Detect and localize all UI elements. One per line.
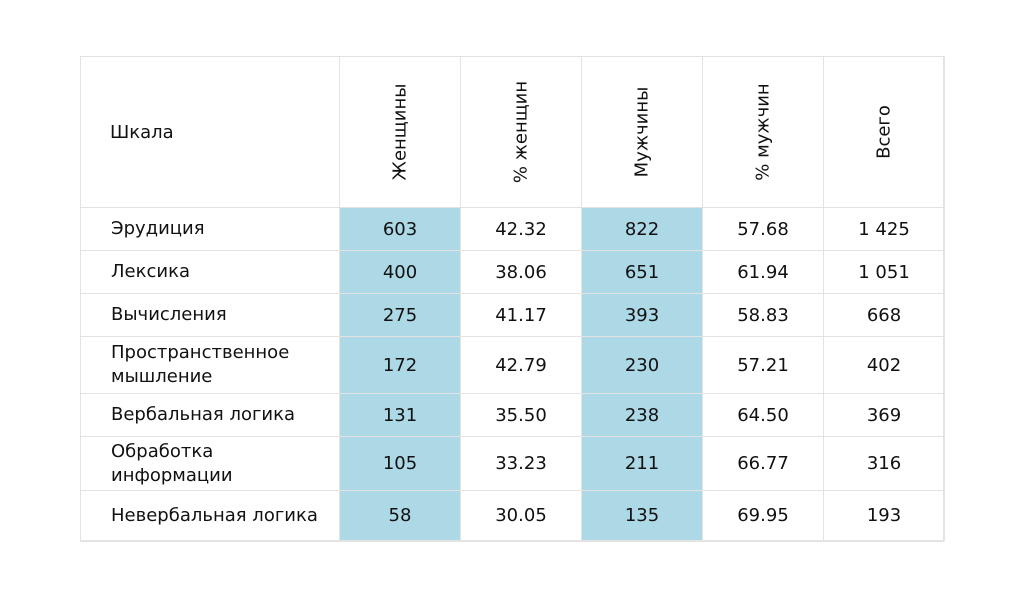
data-table: Шкала Женщины % женщин Мужчины % мужчин … [80,56,945,541]
cell-men-pct: 69.95 [702,490,824,541]
column-header-total-label: Всего [873,105,895,159]
cell-women-pct: 42.32 [460,207,582,251]
table-row: Эрудиция 603 42.32 822 57.68 1 425 [80,207,945,251]
cell-scale: Вербальная логика [80,393,340,437]
column-header-women-pct-label: % женщин [510,80,532,184]
cell-women-pct: 33.23 [460,436,582,491]
cell-men-pct: 64.50 [702,393,824,437]
column-header-men-pct: % мужчин [702,56,824,208]
cell-total: 402 [823,336,945,394]
cell-women-pct: 30.05 [460,490,582,541]
cell-men-pct: 61.94 [702,250,824,294]
cell-total: 668 [823,293,945,337]
cell-men: 238 [581,393,703,437]
cell-men-pct: 57.68 [702,207,824,251]
cell-men-pct: 57.21 [702,336,824,394]
header-row: Шкала Женщины % женщин Мужчины % мужчин … [80,56,945,208]
cell-total: 193 [823,490,945,541]
cell-scale: Невербальная логика [80,490,340,541]
table-row: Обработка информации 105 33.23 211 66.77… [80,436,945,491]
cell-women: 58 [339,490,461,541]
cell-women: 172 [339,336,461,394]
cell-women: 131 [339,393,461,437]
column-header-women-pct: % женщин [460,56,582,208]
data-table-container: Шкала Женщины % женщин Мужчины % мужчин … [80,56,945,542]
table-row: Лексика 400 38.06 651 61.94 1 051 [80,250,945,294]
table-row: Пространственное мышление 172 42.79 230 … [80,336,945,394]
table-row: Вербальная логика 131 35.50 238 64.50 36… [80,393,945,437]
cell-total: 1 051 [823,250,945,294]
column-header-women-label: Женщины [389,83,411,181]
column-header-men-pct-label: % мужчин [752,83,774,181]
cell-total: 369 [823,393,945,437]
cell-men-pct: 58.83 [702,293,824,337]
cell-women: 275 [339,293,461,337]
table-row: Вычисления 275 41.17 393 58.83 668 [80,293,945,337]
column-header-men-label: Мужчины [631,86,653,178]
cell-total: 1 425 [823,207,945,251]
cell-scale: Лексика [80,250,340,294]
table-row: Невербальная логика 58 30.05 135 69.95 1… [80,490,945,541]
cell-men: 393 [581,293,703,337]
column-header-women: Женщины [339,56,461,208]
cell-scale: Эрудиция [80,207,340,251]
column-header-men: Мужчины [581,56,703,208]
column-header-scale: Шкала [80,56,340,208]
cell-scale: Обработка информации [80,436,340,491]
cell-women: 400 [339,250,461,294]
cell-scale: Пространственное мышление [80,336,340,394]
cell-men: 822 [581,207,703,251]
cell-women: 105 [339,436,461,491]
cell-men: 230 [581,336,703,394]
cell-men-pct: 66.77 [702,436,824,491]
cell-women-pct: 42.79 [460,336,582,394]
cell-total: 316 [823,436,945,491]
cell-women-pct: 41.17 [460,293,582,337]
cell-men: 211 [581,436,703,491]
column-header-total: Всего [823,56,945,208]
cell-women-pct: 35.50 [460,393,582,437]
cell-women: 603 [339,207,461,251]
cell-men: 651 [581,250,703,294]
cell-scale: Вычисления [80,293,340,337]
cell-men: 135 [581,490,703,541]
cell-women-pct: 38.06 [460,250,582,294]
